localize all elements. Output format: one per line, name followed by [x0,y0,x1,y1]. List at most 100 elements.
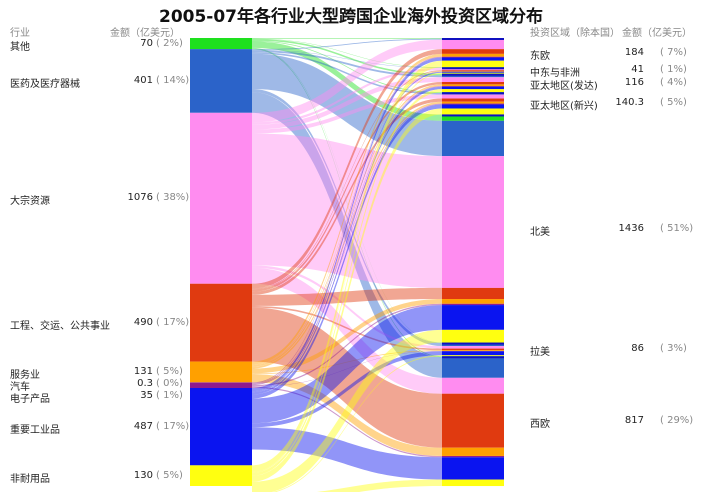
source-pct: ( 0%) [156,377,183,389]
flow-link [252,82,442,292]
target-label: 亚太地区(新兴) [530,101,598,113]
source-value: 70 [140,37,153,49]
source-node [190,112,252,284]
flow-link [252,305,442,424]
target-node-segment [442,101,504,104]
flow-link [252,67,442,125]
flow-link [252,101,442,369]
flow-link [252,38,442,50]
target-node-segment [442,156,504,288]
source-value: 0.3 [137,377,153,389]
flow-link [252,53,442,365]
flow-link [252,265,442,349]
target-node-segment [442,457,504,480]
left-header-value: 金额（亿美元） [110,28,180,39]
flow-link [252,287,442,306]
source-node [190,38,252,50]
target-label: 亚太地区(发达) [530,81,598,93]
source-node [190,49,252,113]
flow-link [252,299,442,374]
source-pct: ( 5%) [156,365,183,377]
target-node-segment [442,348,504,351]
target-node-segment [442,75,504,78]
source-label: 工程、交运、公共事业 [10,320,110,332]
target-pct: ( 5%) [660,97,687,109]
target-pct: ( 4%) [660,77,687,89]
target-node-segment [442,287,504,300]
flow-link [252,71,442,366]
source-label: 其他 [10,41,30,53]
flow-link [252,41,442,121]
flow-link [252,386,442,458]
target-node-segment [442,85,504,87]
flow-link [252,307,442,448]
source-pct: ( 2%) [156,37,183,49]
flow-link [252,39,442,76]
source-pct: ( 5%) [156,469,183,481]
target-node-segment [442,84,504,86]
target-label: 北美 [530,226,550,238]
flow-link [252,427,442,480]
target-node-segment [442,351,504,356]
source-node [190,465,252,486]
source-value: 1076 [127,192,153,204]
target-node-segment [442,49,504,54]
flow-link [252,88,442,347]
flow-link [252,89,442,476]
target-node-segment [442,98,504,102]
target-node-segment [442,346,504,349]
flow-link [252,49,442,68]
target-node-segment [442,70,504,72]
right-header-name: 投资区域（除本国） [530,28,620,39]
target-node-segment [442,103,504,105]
flow-link [252,84,442,367]
target-node-segment [442,53,504,57]
target-label: 中东与非洲 [530,68,580,80]
chart-title: 2005-07年各行业大型跨国企业海外投资区域分布 [158,7,544,27]
flow-link [252,60,442,472]
flow-link [316,479,442,492]
source-pct: ( 14%) [156,74,190,86]
flow-link [252,48,442,358]
target-node-segment [442,305,504,330]
target-node-segment [442,39,504,50]
source-pct: ( 38%) [156,192,190,204]
source-value: 35 [140,389,153,401]
source-pct: ( 17%) [156,420,190,432]
flow-link [252,350,442,375]
flow-link [252,49,442,289]
source-value: 487 [133,420,153,432]
target-node-segment [442,71,504,73]
flow-link [252,108,442,482]
target-node-segment [442,456,504,458]
flow-link [252,50,442,78]
target-value: 184 [624,46,644,58]
source-node [190,283,252,362]
source-value: 130 [133,469,153,481]
source-label: 汽车 [10,381,30,393]
target-value: 116 [624,77,644,89]
source-label: 电子产品 [10,393,50,405]
target-node-segment [442,393,504,448]
source-value: 131 [133,365,153,377]
flow-link [252,92,442,378]
target-node-segment [442,355,504,357]
left-header-name: 行业 [10,28,30,39]
source-label: 医药及医疗器械 [10,78,80,90]
flow-link [252,85,442,385]
flow-link [252,57,442,392]
target-value: 86 [631,343,644,355]
flow-link [252,329,442,492]
target-label: 拉美 [530,347,550,359]
source-pct: ( 1%) [156,389,183,401]
flow-link [252,53,442,157]
target-node-segment [442,357,504,378]
target-pct: ( 3%) [660,343,687,355]
flow-link [252,40,442,93]
flow-link [252,374,442,456]
source-label: 服务业 [10,369,40,381]
target-node-segment [442,72,504,74]
flow-link [252,77,442,130]
target-node-divider [442,92,504,95]
target-node-segment [442,60,504,68]
